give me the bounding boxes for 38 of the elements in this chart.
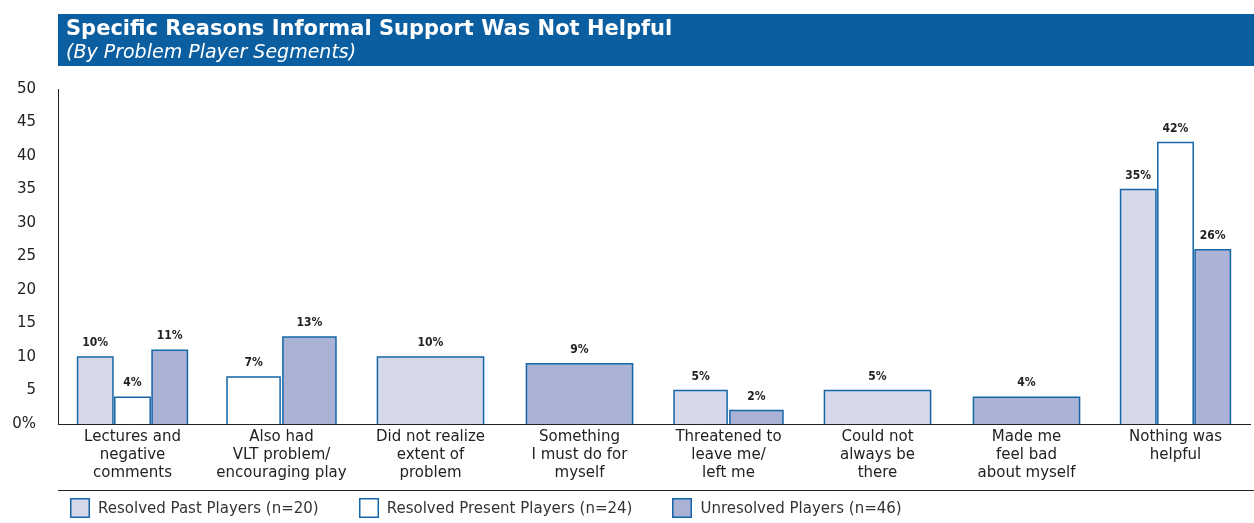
- data-label: 26%: [1199, 227, 1226, 242]
- data-label: 13%: [296, 315, 323, 330]
- x-tick-label: Nothing was helpful: [1128, 426, 1223, 463]
- y-tick-label: 20: [16, 279, 36, 298]
- legend-label: Resolved Present Players (n=24): [386, 498, 633, 517]
- y-tick-label: 15: [16, 313, 36, 332]
- x-tick-label: Something I must do for myself: [531, 426, 629, 481]
- y-tick-label: 10: [16, 346, 36, 365]
- y-tick-label: 45: [16, 112, 36, 131]
- data-label: 7%: [244, 355, 263, 370]
- data-label: 42%: [1162, 120, 1189, 135]
- data-label: 10%: [82, 335, 109, 350]
- x-tick-label: Also had VLT problem/ encouraging play: [216, 426, 347, 481]
- data-label: 35%: [1125, 167, 1152, 182]
- x-tick-label: Lectures and negative comments: [84, 426, 181, 481]
- x-tick-label: Made me feel bad about myself: [977, 426, 1077, 481]
- chart-subtitle: (By Problem Player Segments): [66, 40, 357, 62]
- y-tick-label: 50: [16, 78, 36, 97]
- x-tick-label: Threatened to leave me/ left me: [674, 426, 782, 481]
- y-tick-label: 0%: [12, 413, 36, 432]
- data-label: 5%: [691, 368, 710, 383]
- y-tick-label: 25: [16, 246, 36, 265]
- data-label: 10%: [417, 335, 444, 350]
- chart-title: Specific Reasons Informal Support Was Not Helpful: [66, 16, 673, 40]
- data-label: 2%: [747, 388, 766, 403]
- data-label: 4%: [123, 375, 142, 390]
- data-label: 11%: [156, 328, 183, 343]
- x-tick-label: Did not realize extent of problem: [375, 426, 486, 481]
- y-tick-label: 30: [16, 212, 36, 231]
- legend-label: Unresolved Players (n=46): [700, 498, 902, 517]
- data-label: 9%: [570, 341, 589, 356]
- data-label: 5%: [868, 368, 887, 383]
- y-tick-label: 5: [26, 380, 36, 399]
- data-label: 4%: [1017, 375, 1036, 390]
- x-tick-label: Could not always be there: [839, 426, 916, 481]
- y-tick-label: 40: [16, 145, 36, 164]
- legend-label: Resolved Past Players (n=20): [98, 498, 319, 517]
- y-tick-label: 35: [16, 179, 36, 198]
